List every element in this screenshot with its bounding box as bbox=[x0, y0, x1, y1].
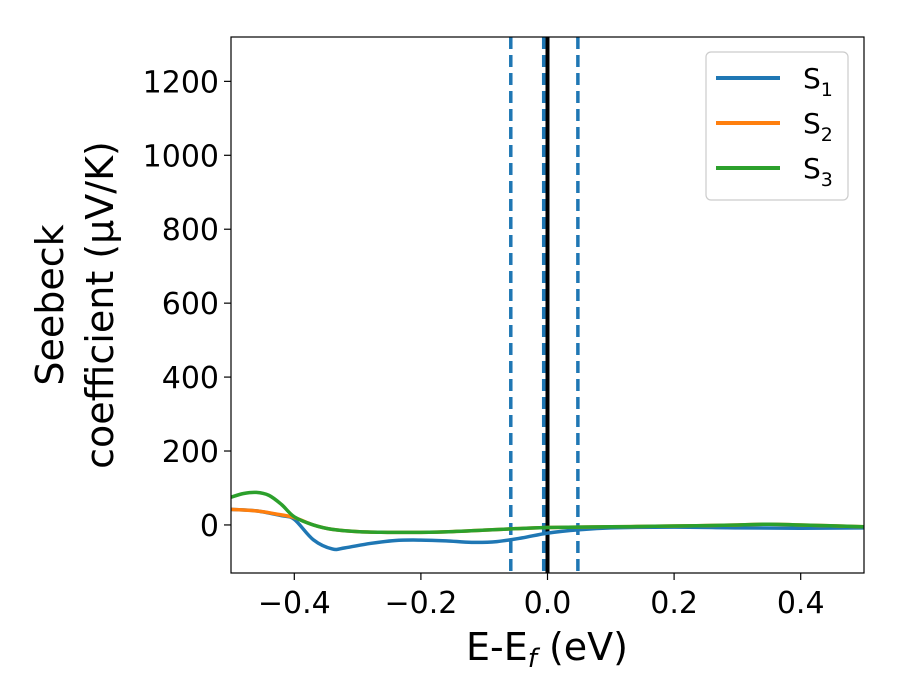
series-line-s3 bbox=[231, 490, 864, 535]
y-tick-label: 1200 bbox=[143, 65, 219, 100]
x-tick-label: −0.4 bbox=[258, 586, 331, 621]
y-tick-label: 1000 bbox=[143, 139, 219, 174]
y-tick-label: 200 bbox=[162, 435, 219, 470]
x-axis-label-unit: (eV) bbox=[537, 625, 628, 669]
y-tick-label: 0 bbox=[200, 509, 219, 544]
legend: S1 S2 S3 bbox=[705, 51, 849, 201]
y-tick-label: 400 bbox=[162, 361, 219, 396]
x-tick-label: 0.0 bbox=[524, 586, 572, 621]
legend-label-s1: S1 bbox=[803, 62, 833, 101]
y-tick-label: 600 bbox=[162, 287, 219, 322]
legend-frame bbox=[705, 51, 849, 201]
legend-label-s2: S2 bbox=[803, 107, 833, 146]
y-tick-label: 800 bbox=[162, 213, 219, 248]
y-axis-label-line1: Seebeck bbox=[28, 224, 72, 385]
y-axis-label-line2: coefficient (μV/K) bbox=[78, 141, 122, 469]
x-tick-label: 0.4 bbox=[777, 586, 825, 621]
x-tick-label: −0.2 bbox=[384, 586, 457, 621]
x-axis-label: E-Ef (eV) bbox=[466, 625, 628, 674]
legend-label-s3: S3 bbox=[803, 152, 833, 191]
x-axis-label-main: E-E bbox=[466, 625, 528, 669]
x-tick-label: 0.2 bbox=[650, 586, 698, 621]
